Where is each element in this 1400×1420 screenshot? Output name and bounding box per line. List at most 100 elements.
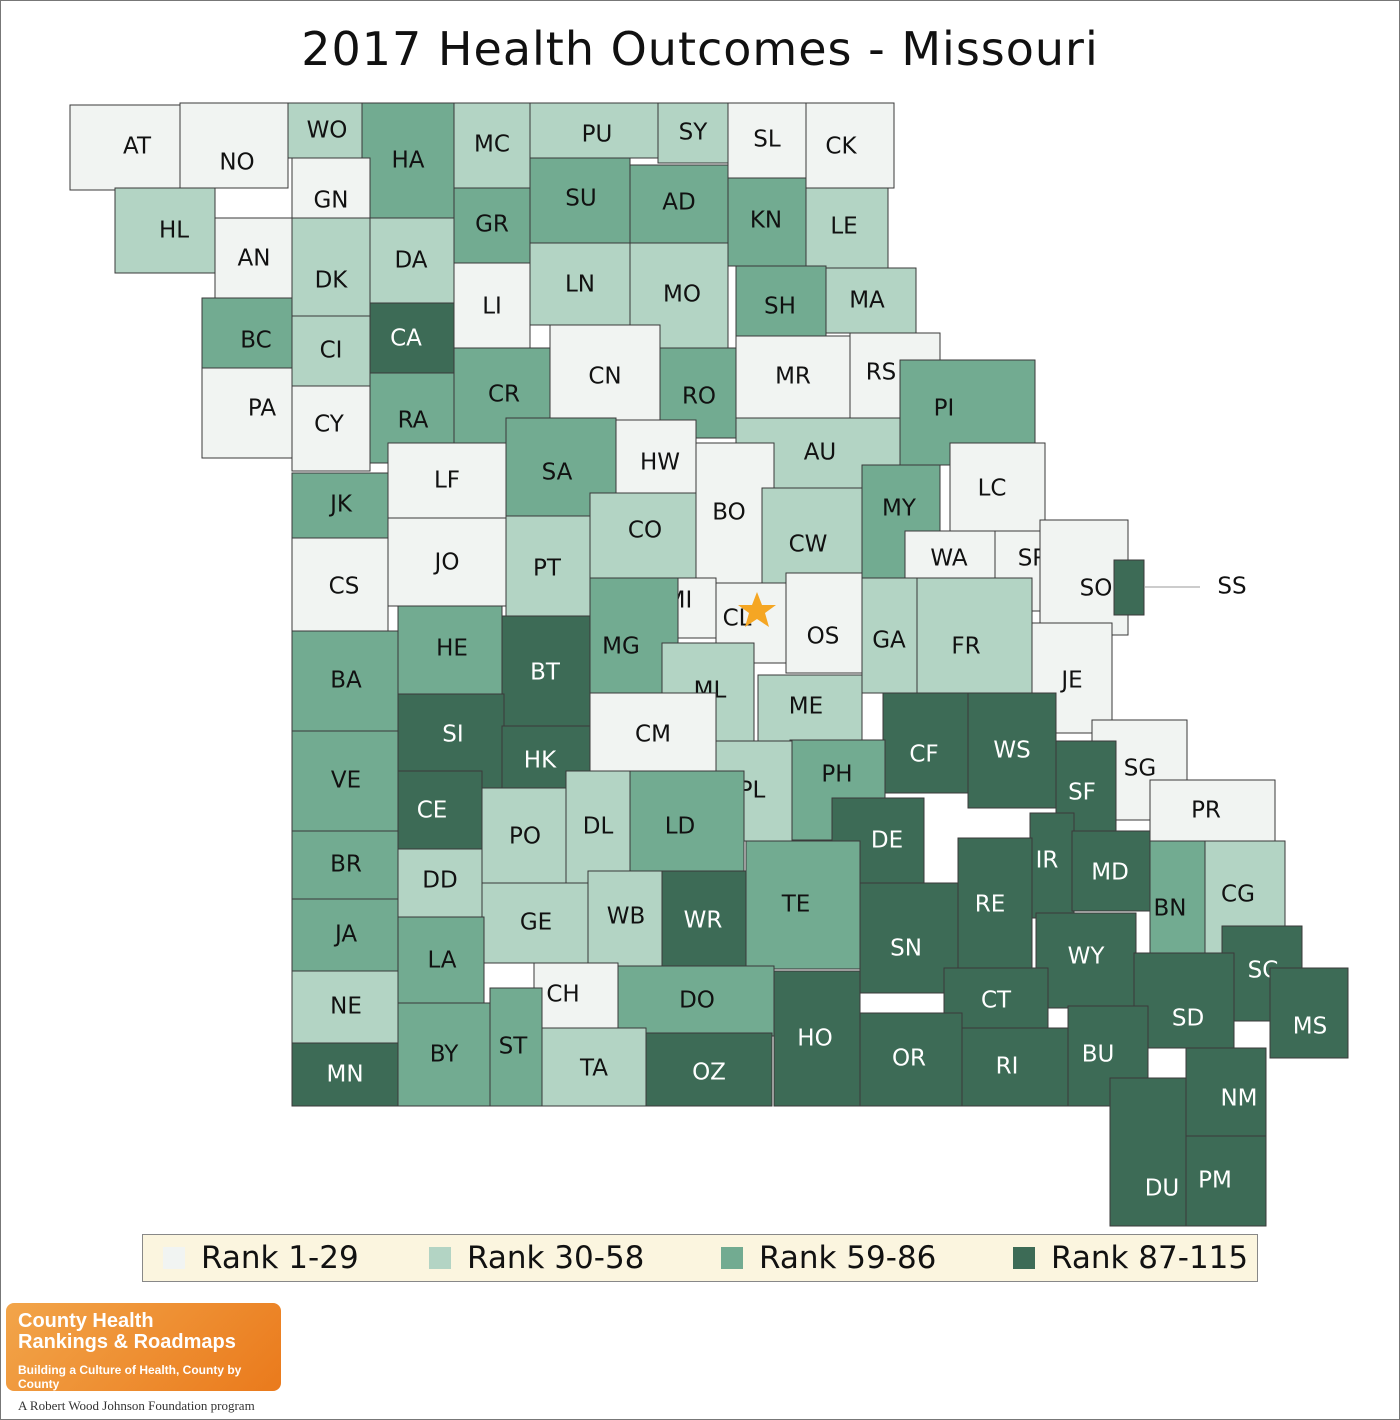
legend-item-2: Rank 30-58 — [429, 1235, 644, 1281]
county-label-ld: LD — [665, 814, 696, 840]
county-shape-by — [397, 1002, 491, 1107]
county-label-ss: SS — [1217, 574, 1246, 600]
county-label-ja: JA — [333, 922, 357, 948]
county-shape-an — [214, 217, 293, 299]
county-shape-cw — [761, 487, 863, 584]
county-label-je: JE — [1059, 668, 1082, 694]
legend-item-3: Rank 59-86 — [721, 1235, 936, 1281]
county-shape-li — [453, 262, 531, 349]
county-shape-ne — [291, 970, 399, 1044]
county-li: LI — [453, 262, 531, 349]
county-shape-or — [859, 1012, 963, 1107]
county-mg: MG — [589, 577, 679, 694]
county-shape-ho — [773, 970, 861, 1107]
county-ja: JA — [291, 898, 399, 972]
county-label-ad: AD — [662, 190, 695, 216]
county-label-rs: RS — [866, 360, 897, 386]
county-label-pm: PM — [1198, 1168, 1232, 1194]
county-shape-ck — [805, 102, 895, 189]
county-shape-md — [1071, 830, 1151, 912]
county-shape-st — [489, 987, 543, 1107]
county-du: DU — [1109, 1077, 1187, 1227]
county-mr: MR — [735, 335, 851, 419]
county-cm: CM — [589, 692, 717, 779]
county-bn: BN — [1149, 840, 1206, 957]
county-label-at: AT — [123, 134, 152, 160]
county-shape-cf — [882, 692, 969, 794]
county-label-pu: PU — [582, 122, 613, 148]
county-label-fr: FR — [951, 634, 980, 660]
county-label-ga: GA — [872, 628, 906, 654]
county-label-st: ST — [499, 1034, 529, 1060]
county-jo: JO — [387, 517, 507, 607]
county-ma: MA — [825, 267, 917, 334]
county-me: ME — [757, 674, 863, 742]
county-label-sh: SH — [764, 294, 796, 320]
county-shape-ba — [291, 630, 399, 732]
county-label-ri: RI — [996, 1054, 1019, 1080]
county-shape-ln — [529, 242, 631, 326]
county-label-ro: RO — [682, 384, 716, 410]
county-label-cw: CW — [789, 532, 828, 558]
county-dd: DD — [397, 848, 483, 918]
county-oz: OZ — [645, 1032, 773, 1107]
county-label-ta: TA — [579, 1056, 608, 1082]
county-shape-gr — [453, 187, 531, 264]
county-label-br: BR — [330, 852, 362, 878]
county-label-ho: HO — [797, 1026, 832, 1052]
county-label-ha: HA — [391, 148, 424, 174]
county-shape-oz — [645, 1032, 773, 1107]
county-ck: CK — [805, 102, 895, 189]
county-label-an: AN — [238, 246, 271, 272]
county-label-lc: LC — [978, 476, 1007, 502]
county-ci: CI — [291, 315, 371, 387]
county-label-wo: WO — [307, 118, 348, 144]
county-shape-me — [757, 674, 863, 742]
county-shape-bt — [501, 615, 591, 727]
county-label-si: SI — [442, 722, 463, 748]
county-shape-sh — [735, 265, 827, 337]
county-label-ne: NE — [330, 994, 362, 1020]
county-ln: LN — [529, 242, 631, 326]
county-label-dk: DK — [315, 268, 349, 294]
county-hw: HW — [615, 419, 697, 499]
county-label-cm: CM — [635, 722, 671, 748]
county-st: ST — [489, 987, 543, 1107]
county-label-cr: CR — [488, 382, 520, 408]
county-shape-le — [805, 187, 889, 269]
county-shape-fr — [916, 577, 1033, 694]
county-wy: WY — [1035, 912, 1137, 1009]
county-label-hw: HW — [640, 450, 680, 476]
legend: Rank 1-29 Rank 30-58 Rank 59-86 Rank 87-… — [142, 1234, 1258, 1282]
county-label-dd: DD — [422, 868, 457, 894]
county-label-ge: GE — [520, 910, 552, 936]
county-ne: NE — [291, 970, 399, 1044]
county-jk: JK — [291, 472, 389, 539]
footer-credit: A Robert Wood Johnson Foundation program — [18, 1398, 255, 1413]
county-label-os: OS — [807, 624, 840, 650]
county-label-ms: MS — [1293, 1014, 1327, 1040]
county-shape-da — [369, 217, 455, 304]
state-capital-star-icon — [738, 592, 776, 627]
county-shape-wr — [661, 870, 747, 970]
county-do: DO — [617, 965, 775, 1037]
county-label-bc: BC — [240, 328, 271, 354]
county-shape-dl — [565, 770, 631, 887]
county-ri: RI — [961, 1027, 1069, 1107]
legend-swatch-2 — [429, 1247, 451, 1269]
county-shape-do — [617, 965, 775, 1037]
county-wb: WB — [587, 870, 663, 967]
county-cw: CW — [761, 487, 863, 584]
county-shape-no — [179, 102, 289, 189]
county-label-bo: BO — [712, 500, 745, 526]
county-sd: SD — [1133, 952, 1235, 1049]
county-shape-mr — [735, 335, 851, 419]
county-gn: GN — [291, 157, 371, 219]
county-shape-co — [589, 492, 697, 579]
county-label-pr: PR — [1191, 798, 1221, 824]
county-pt: PT — [505, 515, 591, 617]
county-label-sa: SA — [542, 460, 573, 486]
county-nm: NM — [1185, 1047, 1267, 1137]
county-br: BR — [291, 830, 399, 900]
